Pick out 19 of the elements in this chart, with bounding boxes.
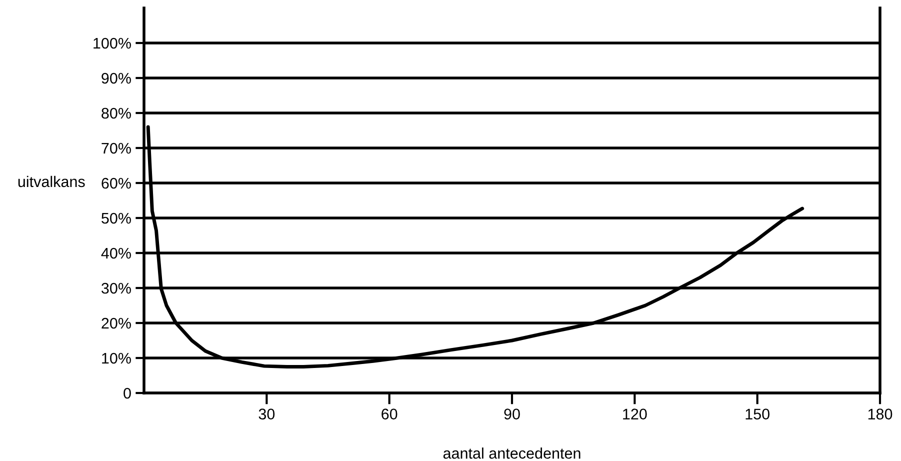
y-tick-label: 70% xyxy=(102,142,131,154)
y-tick-label: 80% xyxy=(102,108,131,119)
y-tick-label: 60% xyxy=(102,178,131,189)
y-axis-title: uitvalkans xyxy=(18,176,85,188)
y-tick-label: 40% xyxy=(101,248,131,259)
x-tick-label: 180 xyxy=(868,408,892,420)
y-tick-label: 90% xyxy=(102,72,131,84)
x-tick-label: 30 xyxy=(258,408,275,420)
x-axis-title: aantal antecedenten xyxy=(443,448,580,459)
x-tick-label: 60 xyxy=(382,408,398,420)
y-tick-label: 20% xyxy=(102,318,131,329)
y-tick-label: 50% xyxy=(102,212,131,224)
x-tick-label: 150 xyxy=(746,408,770,420)
y-tick-label: 100% xyxy=(94,38,131,49)
x-tick-label: 90 xyxy=(504,408,520,420)
y-tick-label: 0 xyxy=(124,388,131,399)
y-tick-label: 10% xyxy=(102,352,131,364)
x-tick-label: 120 xyxy=(623,408,647,420)
y-tick-label: 30% xyxy=(102,282,131,294)
